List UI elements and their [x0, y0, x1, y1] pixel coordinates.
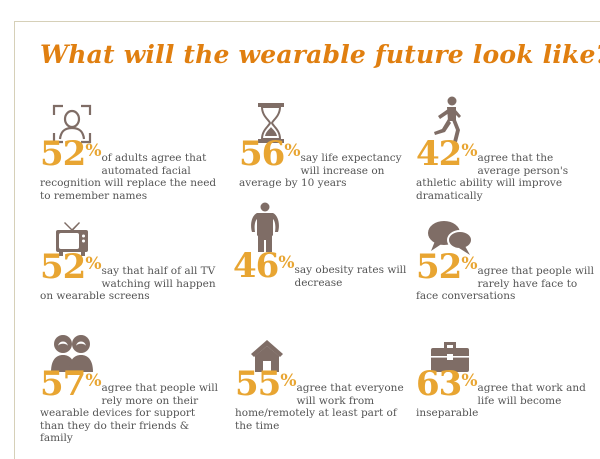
stat-percentage: 52%	[40, 134, 101, 174]
facial-recognition-icon	[42, 96, 102, 144]
stat-percentage: 52%	[40, 247, 101, 287]
television-icon	[42, 209, 102, 257]
stat-description: agree that the average person's athletic…	[416, 152, 569, 202]
stat-life-expectancy: 56% say life expectancy will increase on…	[239, 96, 419, 208]
page-frame	[14, 21, 600, 459]
overweight-person-icon	[235, 202, 295, 254]
stat-percentage: 42%	[416, 134, 477, 174]
stat-description: say obesity rates will decrease	[294, 264, 407, 289]
stat-face-to-face: 52% agree that people will rarely have f…	[416, 209, 596, 321]
stat-percentage: 63%	[416, 364, 477, 404]
stat-tv-watching: 52% say that half of all TV watching wil…	[40, 209, 220, 321]
stat-athletic-ability: 42% agree that the average person's athl…	[416, 96, 596, 208]
runner-icon	[418, 96, 478, 144]
stat-percentage: 56%	[239, 134, 300, 174]
stat-work-life: 63% agree that work and life will become…	[416, 326, 596, 438]
speech-bubbles-icon	[420, 209, 480, 257]
stat-facial-recognition: 52% of adults agree that automated facia…	[40, 96, 220, 208]
stat-description: of adults agree that automated facial re…	[40, 152, 217, 202]
page-title: What will the wearable future look like?	[40, 40, 600, 69]
briefcase-icon	[420, 326, 480, 374]
stat-description: agree that everyone will work from home/…	[235, 382, 404, 432]
stat-percentage: 46%	[233, 246, 294, 286]
stat-description: agree that people will rarely have face …	[416, 265, 594, 302]
stat-description: say that half of all TV watching will ha…	[40, 265, 216, 302]
stat-description: agree that people will rely more on thei…	[40, 382, 218, 444]
stat-obesity: 46% say obesity rates will decrease	[233, 202, 413, 314]
stat-description: agree that work and life will become ins…	[416, 382, 586, 419]
people-icon	[42, 326, 102, 374]
stat-description: say life expectancy will increase on ave…	[239, 152, 402, 189]
stat-percentage: 52%	[416, 247, 477, 287]
stat-wearable-support: 57% agree that people will rely more on …	[40, 326, 220, 444]
hourglass-icon	[241, 96, 301, 144]
stat-percentage: 55%	[235, 364, 296, 404]
stat-percentage: 57%	[40, 364, 101, 404]
house-icon	[237, 326, 297, 374]
stat-work-from-home: 55% agree that everyone will work from h…	[235, 326, 415, 438]
